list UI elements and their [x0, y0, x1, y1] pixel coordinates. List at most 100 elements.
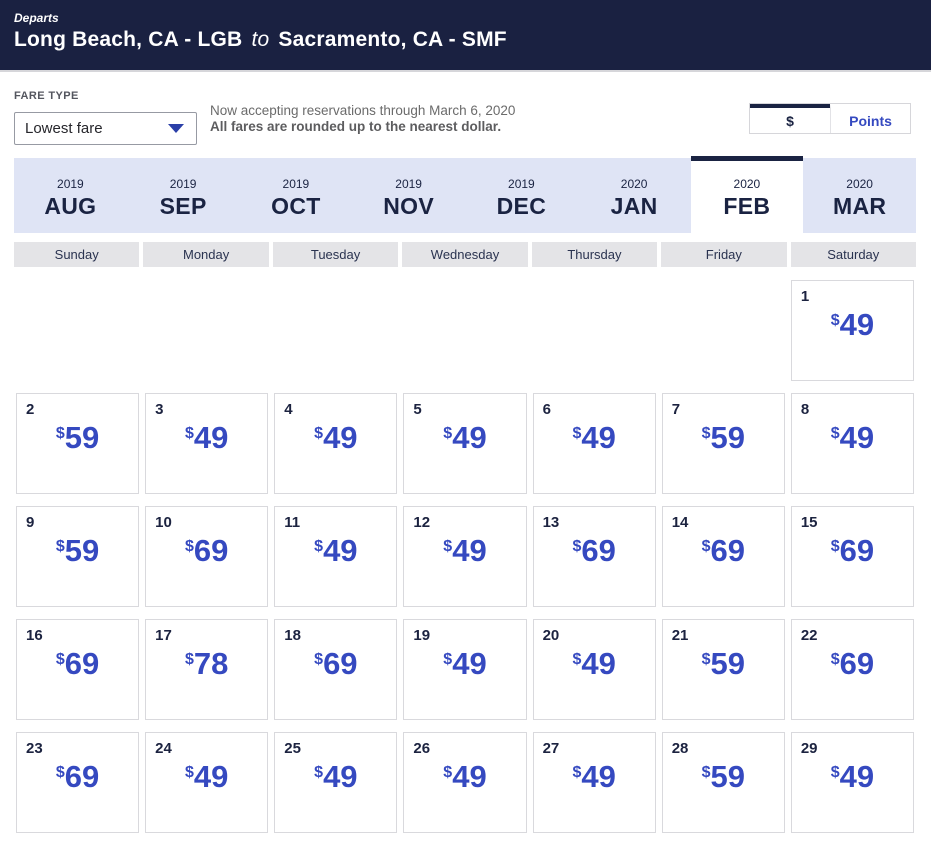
weekday-header-thursday: Thursday [531, 242, 658, 267]
weekday-header-monday: Monday [143, 242, 269, 267]
month-tab-sep-2019[interactable]: 2019 SEP [126, 158, 240, 233]
dollar-sign-icon: $ [443, 651, 453, 668]
fare-price: $49 [404, 759, 525, 795]
dollar-sign-icon: $ [314, 425, 324, 442]
calendar-day-26[interactable]: 26 $49 [403, 732, 527, 833]
calendar-day-1[interactable]: 1 $49 [790, 280, 914, 381]
month-tab-jan-2020[interactable]: 2020 JAN [577, 158, 691, 233]
dollar-sign-icon: $ [572, 538, 582, 555]
day-number: 26 [413, 740, 431, 757]
month-tab-mar-2020[interactable]: 2020 MAR [803, 158, 916, 233]
calendar-day-9[interactable]: 9 $59 [16, 506, 140, 607]
fare-calendar-grid: 1 $49 2 $59 3 $49 4 $49 5 $49 6 $49 7 $59 8 $49 9 $59 10 $6… [16, 280, 914, 833]
calendar-day-6[interactable]: 6 $49 [532, 393, 656, 494]
month-tab-year: 2019 [282, 176, 310, 191]
calendar-day-11[interactable]: 11 $49 [274, 506, 398, 607]
day-number: 3 [155, 401, 164, 418]
calendar-day-12[interactable]: 12 $49 [403, 506, 527, 607]
calendar-day-17[interactable]: 17 $78 [145, 619, 269, 720]
month-tab-label: SEP [159, 192, 207, 219]
reservation-notice-line2: All fares are rounded up to the nearest … [210, 119, 502, 134]
destination-city: Sacramento, CA - SMF [278, 28, 507, 51]
fare-price: $49 [275, 759, 396, 795]
dollar-sign-icon: $ [443, 764, 453, 781]
calendar-day-13[interactable]: 13 $69 [532, 506, 656, 607]
month-tab-nov-2019[interactable]: 2019 NOV [352, 158, 465, 233]
calendar-day-19[interactable]: 19 $49 [403, 619, 527, 720]
fare-type-label: FARE TYPE [14, 90, 79, 102]
calendar-blank-cell [533, 280, 656, 381]
calendar-day-23[interactable]: 23 $69 [16, 732, 140, 833]
dollar-sign-icon: $ [443, 425, 453, 442]
fare-price: $49 [146, 759, 267, 795]
fare-price: $69 [663, 533, 784, 569]
fare-price: $59 [663, 420, 784, 456]
month-tab-aug-2019[interactable]: 2019 AUG [14, 158, 127, 233]
fare-price: $49 [404, 533, 525, 569]
fare-amount: 49 [323, 420, 358, 455]
dollar-sign-icon: $ [314, 764, 324, 781]
calendar-day-18[interactable]: 18 $69 [274, 619, 398, 720]
toggle-points[interactable]: Points [830, 104, 910, 133]
calendar-day-2[interactable]: 2 $59 [16, 393, 140, 494]
fare-amount: 69 [710, 533, 745, 568]
weekday-header-wednesday: Wednesday [402, 242, 528, 267]
fare-price: $59 [663, 759, 784, 795]
day-number: 29 [800, 740, 818, 757]
calendar-blank-cell [274, 280, 397, 381]
calendar-day-15[interactable]: 15 $69 [790, 506, 914, 607]
month-tab-label: OCT [271, 192, 321, 219]
dollar-sign-icon: $ [572, 425, 582, 442]
route-title: Long Beach, CA - LGB to Sacramento, CA -… [14, 28, 915, 52]
toggle-dollars[interactable]: $ [750, 104, 830, 133]
calendar-day-21[interactable]: 21 $59 [661, 619, 785, 720]
month-tab-feb-2020[interactable]: 2020 FEB [690, 156, 804, 233]
calendar-blank-cell [403, 280, 526, 381]
month-tab-label: JAN [610, 192, 658, 219]
calendar-day-25[interactable]: 25 $49 [274, 732, 398, 833]
calendar-day-22[interactable]: 22 $69 [790, 619, 914, 720]
fare-amount: 49 [581, 646, 616, 681]
calendar-day-28[interactable]: 28 $59 [661, 732, 785, 833]
month-tab-oct-2019[interactable]: 2019 OCT [239, 158, 353, 233]
departs-label: Departs [14, 11, 59, 25]
fare-price: $69 [792, 646, 913, 682]
dollar-sign-icon: $ [701, 764, 711, 781]
calendar-day-3[interactable]: 3 $49 [145, 393, 269, 494]
dollar-sign-icon: $ [185, 538, 194, 555]
fare-amount: 49 [452, 646, 487, 681]
fare-amount: 59 [710, 759, 745, 794]
day-number: 9 [26, 514, 35, 531]
day-number: 25 [284, 740, 301, 757]
dollar-sign-icon: $ [701, 538, 711, 555]
day-number: 18 [284, 627, 301, 644]
calendar-day-14[interactable]: 14 $69 [661, 506, 785, 607]
calendar-day-24[interactable]: 24 $49 [145, 732, 269, 833]
fare-price: $49 [404, 646, 525, 682]
month-tab-label: MAR [832, 192, 887, 219]
dollar-sign-icon: $ [185, 425, 194, 442]
calendar-day-7[interactable]: 7 $59 [661, 393, 785, 494]
fare-type-dropdown[interactable]: Lowest fare [14, 112, 197, 145]
dollar-sign-icon: $ [830, 425, 840, 442]
calendar-day-16[interactable]: 16 $69 [16, 619, 140, 720]
calendar-day-10[interactable]: 10 $69 [145, 506, 269, 607]
calendar-day-8[interactable]: 8 $49 [790, 393, 914, 494]
dollar-sign-icon: $ [572, 651, 582, 668]
weekday-header-saturday: Saturday [790, 242, 916, 267]
day-number: 14 [671, 514, 689, 531]
calendar-day-5[interactable]: 5 $49 [403, 393, 527, 494]
fare-amount: 49 [839, 759, 875, 794]
weekday-header-sunday: Sunday [14, 242, 140, 267]
fare-amount: 49 [452, 759, 487, 794]
calendar-day-4[interactable]: 4 $49 [274, 393, 398, 494]
month-tab-dec-2019[interactable]: 2019 DEC [465, 158, 578, 233]
calendar-day-20[interactable]: 20 $49 [532, 619, 656, 720]
calendar-day-27[interactable]: 27 $49 [532, 732, 656, 833]
calendar-day-29[interactable]: 29 $49 [790, 732, 914, 833]
day-number: 20 [542, 627, 560, 644]
dollar-sign-icon: $ [830, 651, 840, 668]
fare-amount: 49 [323, 759, 358, 794]
dollar-sign-icon: $ [55, 538, 65, 555]
fare-amount: 69 [323, 646, 358, 681]
